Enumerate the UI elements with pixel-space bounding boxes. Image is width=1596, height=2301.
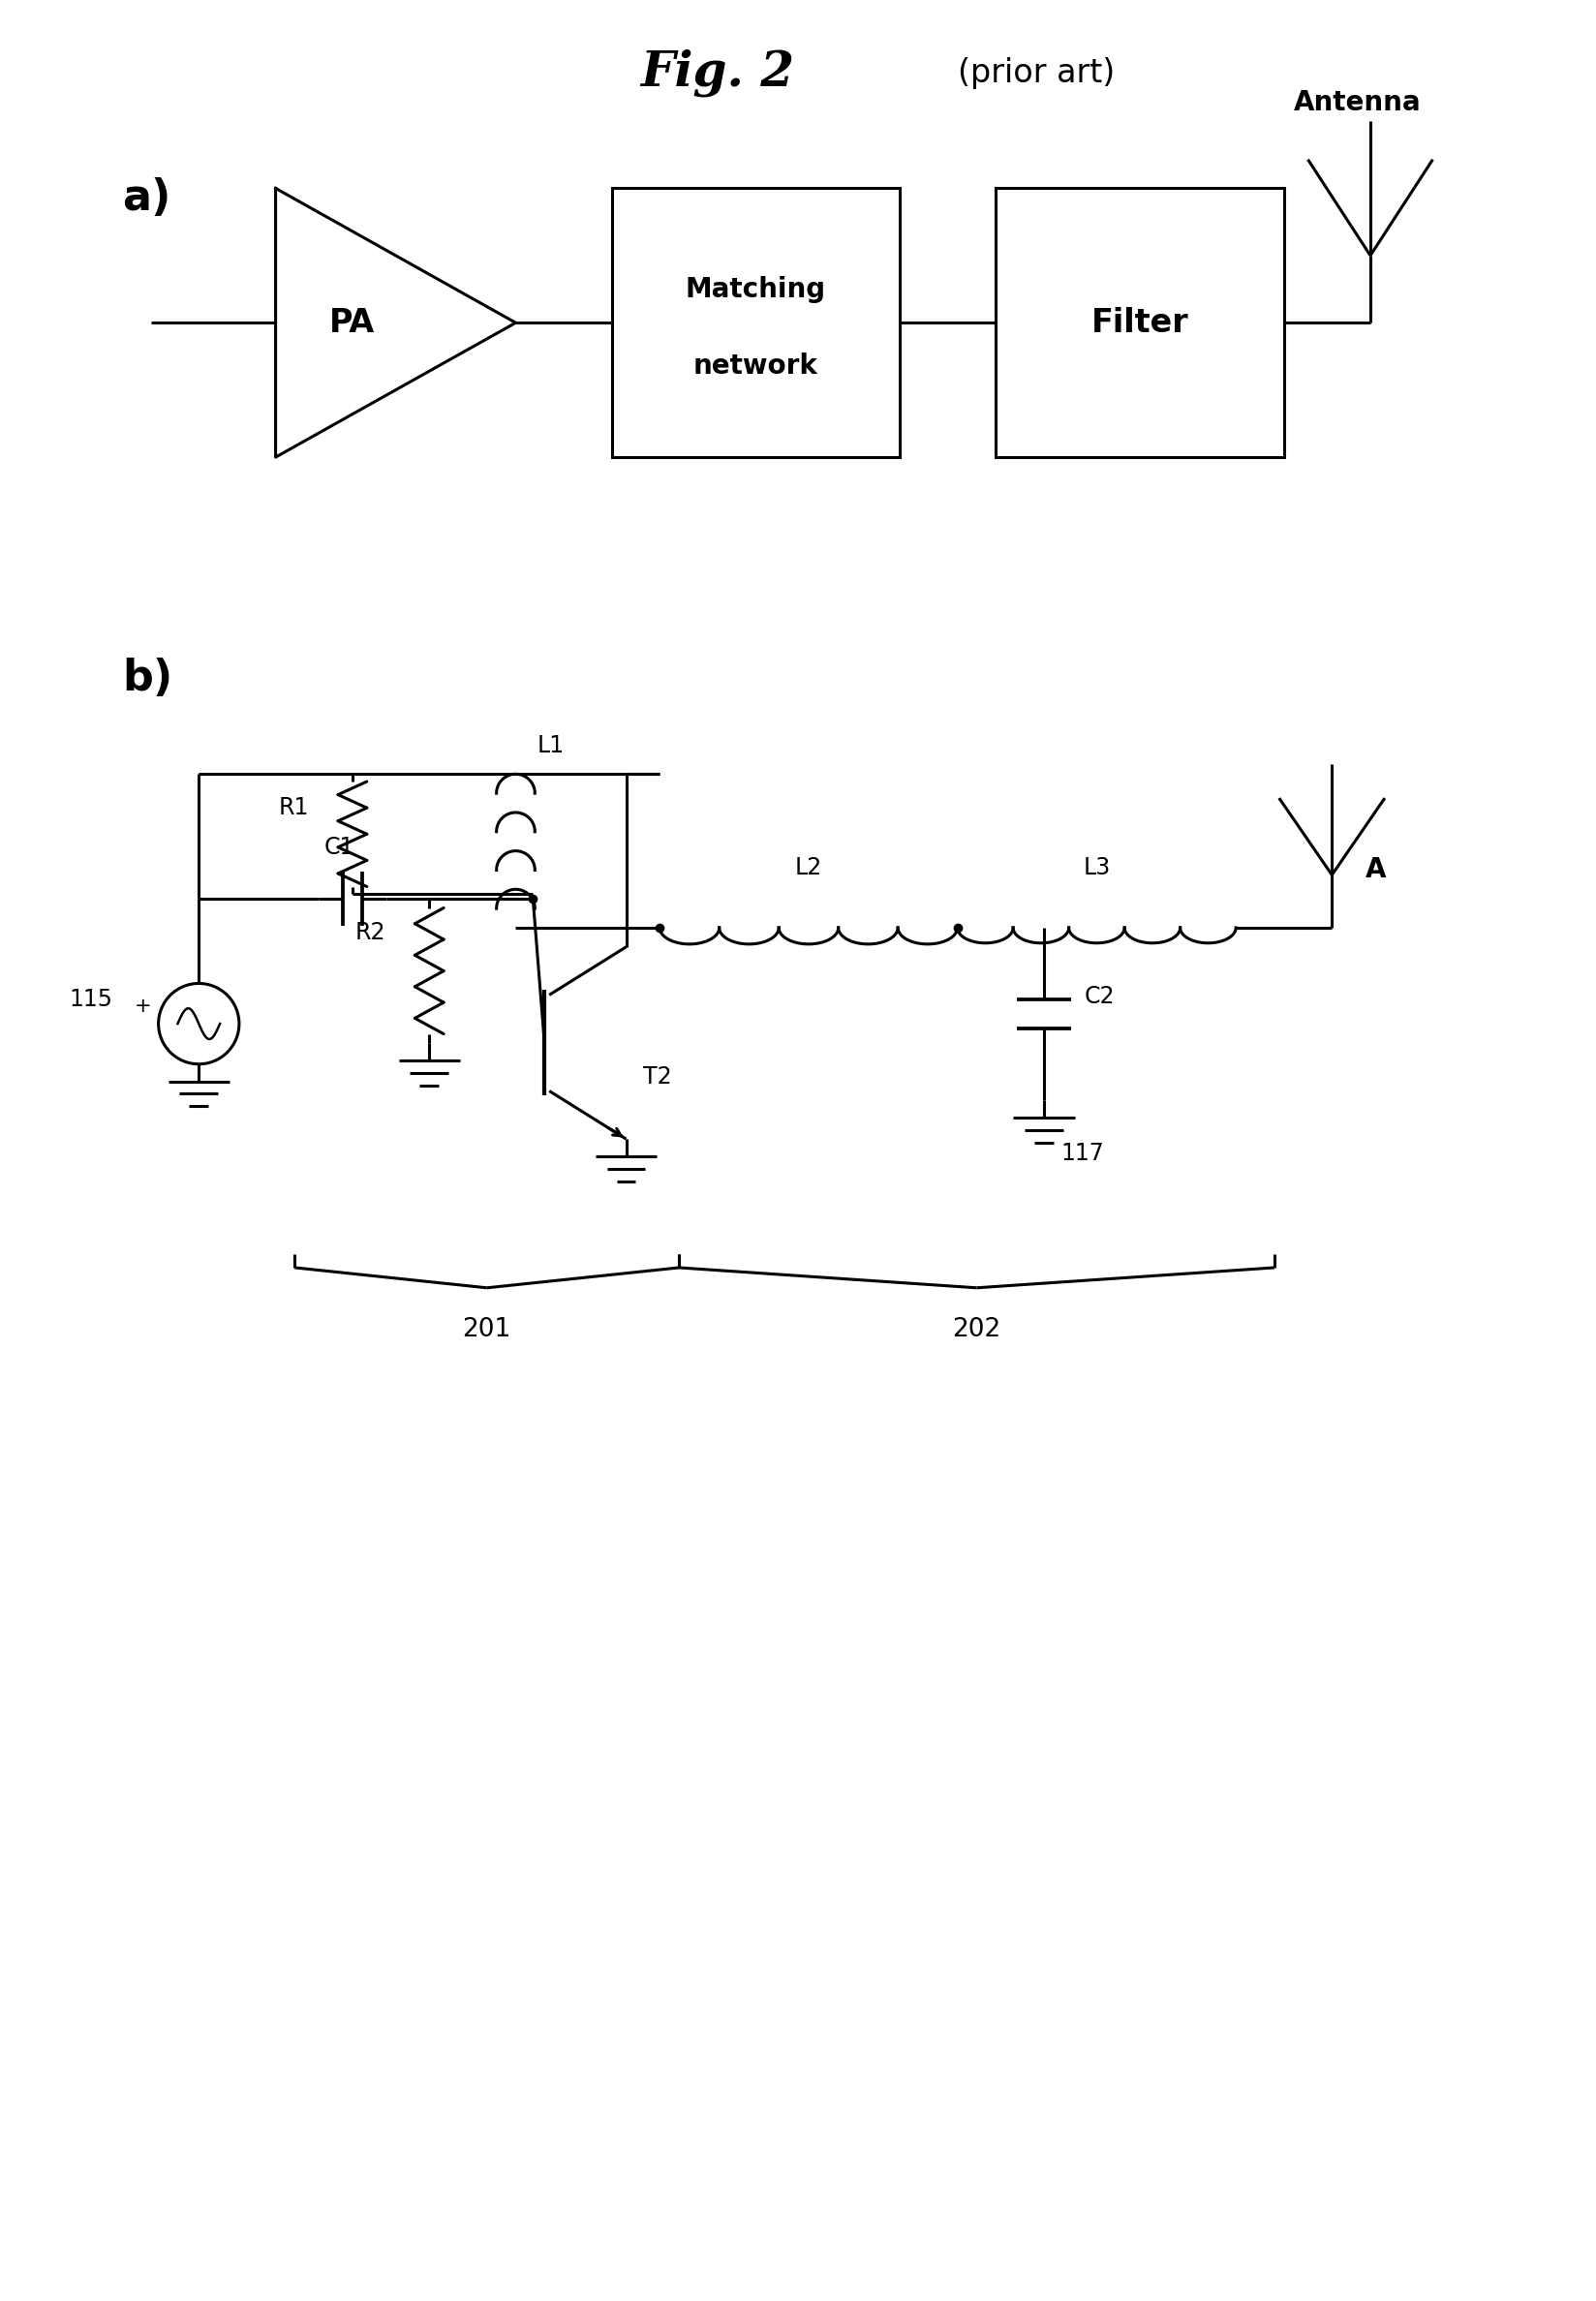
Text: Antenna: Antenna: [1293, 90, 1420, 117]
Text: C2: C2: [1084, 985, 1114, 1008]
Text: 117: 117: [1060, 1141, 1104, 1164]
Text: L3: L3: [1082, 856, 1109, 879]
Text: b): b): [121, 658, 172, 700]
Text: (prior art): (prior art): [958, 58, 1114, 90]
Text: Matching: Matching: [685, 276, 825, 304]
Text: 202: 202: [951, 1316, 1001, 1341]
Text: R1: R1: [279, 796, 310, 819]
Bar: [611, 189, 899, 458]
Text: 201: 201: [463, 1316, 511, 1341]
Text: T2: T2: [643, 1065, 672, 1088]
Text: Fig. 2: Fig. 2: [640, 48, 793, 97]
Text: L1: L1: [536, 734, 563, 757]
Text: A: A: [1365, 856, 1385, 884]
Text: +: +: [134, 996, 152, 1017]
Text: Filter: Filter: [1090, 306, 1187, 338]
Text: a): a): [121, 177, 171, 219]
Bar: [996, 189, 1283, 458]
Text: 115: 115: [69, 987, 112, 1012]
Text: PA: PA: [329, 306, 375, 338]
Text: C1: C1: [324, 835, 354, 858]
Text: network: network: [693, 352, 817, 380]
Text: R2: R2: [356, 920, 386, 943]
Text: L2: L2: [795, 856, 822, 879]
